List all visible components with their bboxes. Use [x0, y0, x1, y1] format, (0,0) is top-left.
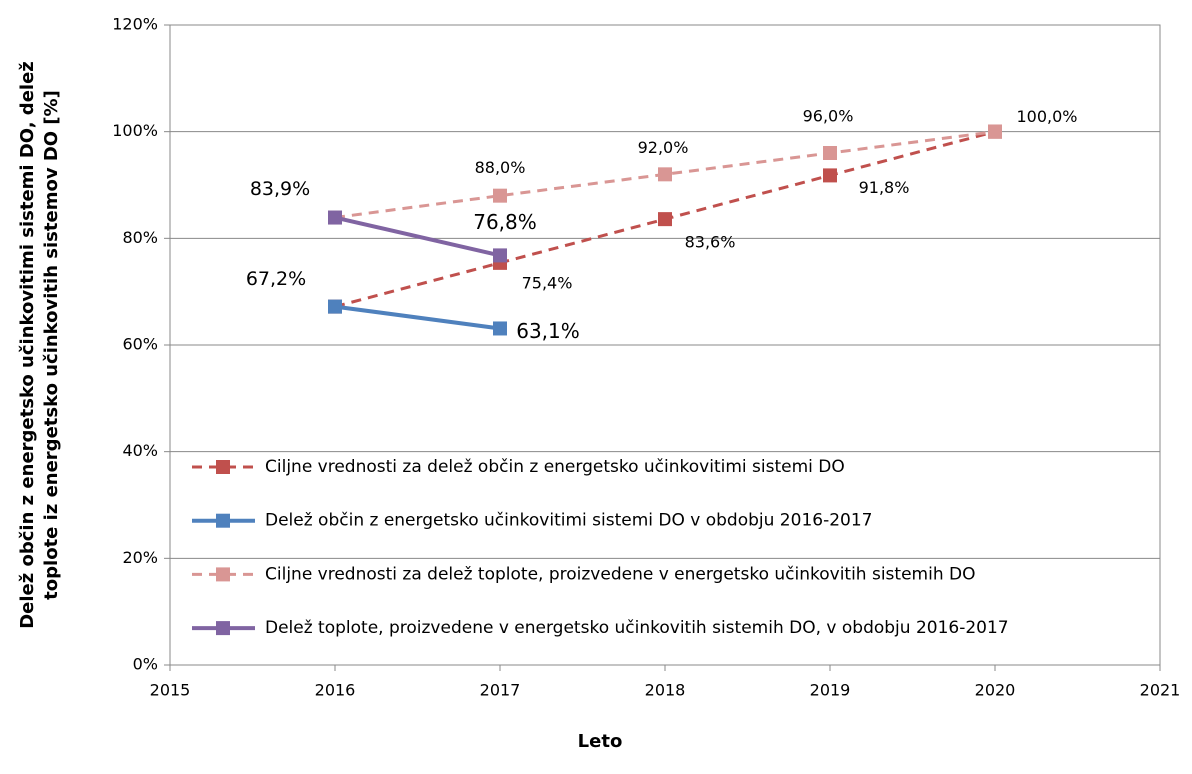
legend-label: Delež toplote, proizvedene v energetsko … — [265, 618, 1009, 638]
x-tick-label: 2018 — [645, 681, 686, 700]
data-label: 76,8% — [473, 210, 537, 234]
x-tick-label: 2020 — [975, 681, 1016, 700]
marker — [823, 168, 837, 183]
legend-label: Ciljne vrednosti za delež toplote, proiz… — [265, 564, 975, 584]
legend-marker — [216, 460, 230, 474]
series-line — [334, 215, 501, 258]
data-label: 91,8% — [859, 178, 910, 197]
data-label: 88,0% — [475, 158, 526, 177]
y-axis-title: Delež občin z energetsko učinkovitimi si… — [17, 61, 62, 629]
marker — [493, 321, 507, 336]
x-axis-title: Leto — [578, 731, 623, 752]
x-tick-label: 2016 — [315, 681, 356, 700]
marker — [493, 188, 507, 203]
marker — [823, 146, 837, 160]
marker — [493, 248, 507, 263]
x-tick-label: 2017 — [480, 681, 521, 700]
y-tick-label: 60% — [122, 335, 158, 354]
marker — [658, 212, 672, 227]
x-tick-label: 2021 — [1140, 681, 1181, 700]
x-tick-label: 2015 — [150, 681, 191, 700]
y-tick-label: 120% — [112, 15, 158, 34]
data-label: 83,6% — [685, 233, 736, 252]
plot-frame — [169, 24, 1161, 666]
y-tick-label: 0% — [133, 655, 158, 674]
data-label: 100,0% — [1016, 107, 1077, 126]
legend-marker — [216, 567, 230, 582]
marker — [328, 210, 342, 225]
marker — [658, 167, 672, 182]
y-tick-label: 20% — [122, 548, 158, 567]
y-axis-title-line: Delež občin z energetsko učinkovitimi si… — [17, 61, 38, 629]
y-tick-label: 100% — [112, 121, 158, 140]
data-label: 96,0% — [803, 107, 854, 126]
data-label: 92,0% — [638, 138, 689, 157]
y-axis-title-line: toplote iz energetsko učinkovitih sistem… — [41, 90, 62, 600]
series-line — [334, 304, 501, 331]
legend-label: Ciljne vrednosti za delež občin z energe… — [265, 457, 845, 477]
marker — [328, 299, 342, 314]
legend-marker — [216, 621, 230, 636]
data-label: 63,1% — [516, 319, 580, 343]
legend-label: Delež občin z energetsko učinkovitimi si… — [265, 511, 872, 531]
legend-marker — [216, 513, 230, 528]
data-label: 75,4% — [522, 273, 573, 292]
data-label: 67,2% — [246, 268, 306, 290]
x-tick-label: 2019 — [810, 681, 851, 700]
data-label: 83,9% — [250, 178, 310, 200]
y-tick-label: 40% — [122, 441, 158, 460]
marker — [988, 124, 1002, 139]
y-tick-label: 80% — [122, 228, 158, 247]
